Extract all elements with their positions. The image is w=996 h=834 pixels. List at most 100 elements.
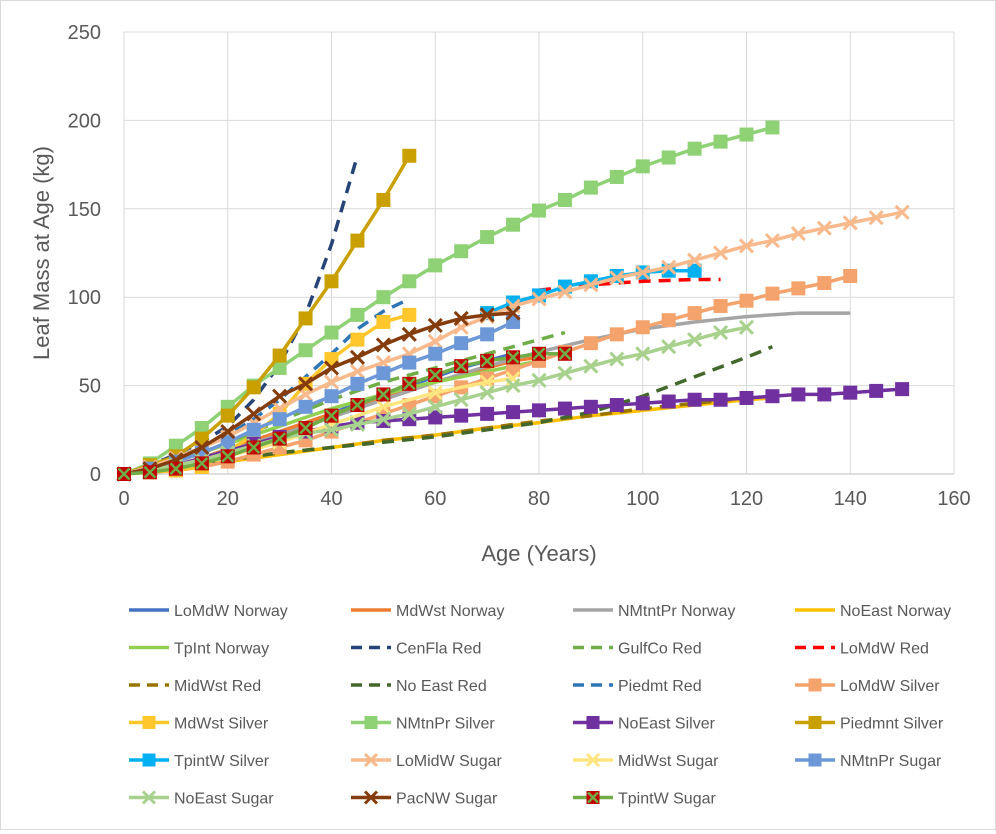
legend-marker — [364, 716, 378, 729]
data-point — [817, 276, 832, 291]
series-tpintw-sugar — [117, 346, 572, 481]
series-line-pacnw-sugar — [123, 311, 514, 476]
data-point — [609, 270, 625, 286]
data-point — [402, 274, 417, 289]
legend-entry-midwst-sugar: MidWst Sugar — [573, 752, 719, 770]
data-point — [453, 310, 469, 326]
data-point — [324, 408, 339, 423]
data-point — [428, 258, 443, 273]
data-point — [479, 385, 495, 401]
data-point — [349, 363, 365, 380]
data-point — [687, 332, 703, 348]
data-point — [246, 440, 261, 455]
data-point — [220, 435, 235, 450]
legend-entry-lomdw-silver: LoMdW Silver — [795, 678, 940, 695]
data-point — [220, 408, 235, 423]
x-tick-label: 80 — [528, 488, 550, 510]
series-line-gulfco-red — [123, 330, 566, 476]
legend-label: Piedmt Red — [618, 678, 702, 695]
data-point — [453, 392, 469, 408]
data-point — [557, 192, 572, 207]
legend-entry-noeast-sugar: NoEast Sugar — [129, 790, 274, 808]
data-point — [427, 317, 443, 334]
legend-label: CenFla Red — [396, 641, 481, 658]
data-point — [428, 367, 443, 382]
data-point — [168, 461, 183, 476]
data-point — [272, 348, 287, 363]
data-point — [506, 405, 521, 420]
legend-entry-pacnw-sugar: PacNW Sugar — [351, 790, 498, 808]
legend-marker — [808, 678, 822, 692]
legend-entry-piedmt-red: Piedmt Red — [573, 678, 702, 695]
legend-label: LoMidW Sugar — [396, 753, 502, 770]
data-point — [713, 134, 728, 149]
data-point — [350, 233, 365, 248]
data-point — [480, 230, 495, 245]
series-piedmt-red — [123, 297, 411, 476]
legend-entry-mdwst-norway: MdWst Norway — [351, 603, 504, 620]
data-point — [480, 406, 495, 421]
data-point — [635, 264, 651, 281]
series-no-east-red — [123, 345, 774, 476]
data-point — [635, 396, 650, 411]
legend-entry-tpint-norway: TpInt Norway — [129, 641, 269, 658]
data-point — [428, 346, 443, 361]
data-point — [661, 394, 676, 409]
legend-marker — [363, 790, 379, 805]
data-point — [376, 314, 391, 329]
data-point — [713, 245, 729, 261]
data-point — [194, 456, 209, 471]
data-point — [350, 398, 365, 413]
data-point — [454, 244, 469, 259]
legend-label: TpintW Silver — [174, 753, 270, 770]
data-point — [765, 120, 780, 135]
data-point — [687, 306, 702, 321]
data-point — [739, 127, 754, 142]
y-axis-title: Leaf Mass at Age (kg) — [29, 146, 54, 360]
data-point — [376, 290, 391, 305]
x-tick-label: 0 — [118, 488, 129, 510]
data-point — [298, 376, 314, 392]
legend-entry-nmtnpr-sugar: NMtnPr Sugar — [795, 753, 942, 770]
data-point — [376, 366, 391, 381]
data-point — [505, 305, 521, 321]
data-point — [376, 387, 391, 402]
data-point — [350, 376, 365, 391]
legend-label: LoMdW Silver — [840, 678, 940, 695]
legend-label: TpintW Sugar — [618, 791, 716, 808]
data-point — [427, 385, 443, 401]
data-point — [868, 210, 884, 226]
data-point — [402, 148, 417, 163]
data-point — [142, 465, 157, 480]
data-point — [401, 326, 417, 342]
legend-label: MdWst Norway — [396, 603, 504, 620]
data-point — [894, 204, 910, 220]
legend-entry-no-east-red: No East Red — [351, 678, 487, 695]
legend-entry-noeast-silver: NoEast Silver — [573, 716, 716, 733]
data-point — [843, 268, 858, 283]
legend-entry-tpintw-silver: TpintW Silver — [129, 753, 270, 770]
data-point — [402, 355, 417, 370]
data-point — [816, 220, 832, 236]
data-point — [323, 360, 340, 376]
legend-label: Piedmnt Silver — [840, 716, 944, 733]
legend-label: NoEast Sugar — [174, 791, 274, 808]
x-tick-label: 60 — [424, 488, 446, 510]
legend-marker — [808, 753, 822, 767]
y-tick-label: 200 — [68, 110, 101, 132]
data-point — [349, 416, 365, 433]
legend-label: NMtntPr Norway — [618, 603, 735, 620]
data-point — [375, 399, 391, 415]
legend-entry-nmtnpr-silver: NMtnPr Silver — [351, 716, 495, 733]
data-point — [480, 327, 495, 342]
data-point — [583, 180, 598, 195]
legend-entry-midwst-red: MidWst Red — [129, 678, 261, 695]
x-tick-label: 160 — [937, 488, 970, 510]
legend-entry-nmtntpr-norway: NMtntPr Norway — [573, 603, 735, 620]
data-point — [532, 203, 546, 218]
legend-entry-gulfco-red: GulfCo Red — [573, 641, 702, 658]
data-point — [220, 424, 236, 440]
data-point — [298, 311, 313, 326]
data-point — [738, 319, 755, 335]
data-point — [557, 401, 572, 416]
